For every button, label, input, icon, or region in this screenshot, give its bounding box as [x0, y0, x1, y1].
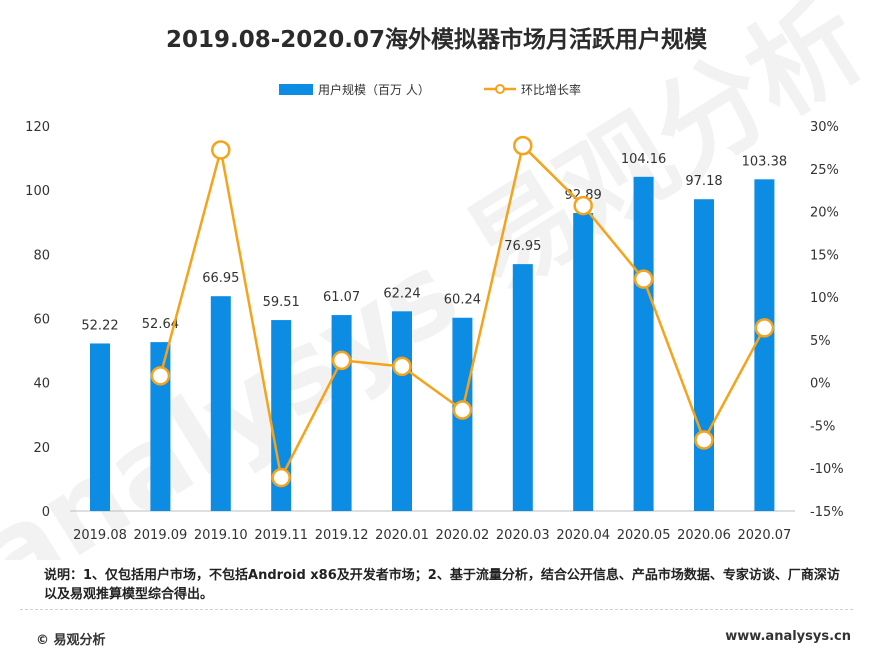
bars: [90, 176, 775, 512]
left-axis-tick: 100: [25, 184, 50, 199]
bar: [573, 212, 594, 512]
bar-value-label: 62.24: [383, 286, 420, 301]
copyright: © 易观分析: [36, 633, 106, 648]
x-axis-tick: 2019.11: [254, 528, 308, 543]
left-axis-tick: 120: [25, 120, 50, 135]
bar: [633, 176, 654, 511]
right-axis-tick: 25%: [810, 163, 839, 178]
x-axis-tick: 2020.05: [617, 528, 671, 543]
bar-value-label: 92.89: [565, 188, 602, 203]
growth-point: [633, 269, 654, 289]
left-axis: 0 20 40 60 80 100 120: [25, 120, 50, 520]
watermark: analysys 易观分析: [0, 0, 873, 560]
growth-point: [513, 135, 533, 156]
right-axis: -15% -10% -5% 0% 5% 10% 15% 20% 25% 30%: [810, 120, 844, 520]
growth-point: [211, 140, 231, 160]
bar: [331, 315, 352, 511]
chart-title: 2019.08-2020.07海外模拟器市场月活跃用户规模: [165, 27, 708, 53]
x-axis-tick: 2020.02: [436, 528, 490, 543]
bar: [210, 296, 231, 511]
x-axis-tick: 2019.10: [194, 528, 248, 543]
x-axis-tick: 2020.01: [375, 528, 429, 543]
bar: [271, 320, 292, 511]
right-axis-tick: 5%: [810, 334, 831, 349]
bar: [90, 343, 110, 511]
bar-value-label: 60.24: [444, 293, 481, 308]
bar: [694, 199, 714, 511]
website-link[interactable]: www.analysys.cn: [725, 629, 851, 644]
x-axis-tick: 2019.09: [134, 528, 188, 543]
bar: [150, 342, 171, 511]
growth-point: [573, 195, 593, 216]
bar-value-label: 76.95: [504, 239, 541, 254]
right-axis-tick: -15%: [810, 505, 844, 520]
bar-value-label: 61.07: [323, 290, 360, 305]
right-axis-tick: 30%: [810, 120, 839, 135]
bar-labels: 52.22 52.64 66.95 59.51 61.07 62.24 60.24 76.95…: [81, 152, 787, 334]
right-axis-tick: -5%: [810, 419, 835, 434]
watermark-text: analysys 易观分析: [0, 0, 873, 560]
x-axis: 2019.08 2019.09 2019.10 2019.11 2019.12 2020.…: [70, 510, 795, 543]
growth-point: [150, 366, 171, 386]
growth-line: [150, 135, 775, 488]
legend: 用户规模（百万 人） 环比增长率: [279, 82, 581, 97]
right-axis-tick: 20%: [810, 206, 839, 221]
growth-point: [331, 350, 352, 371]
right-axis-tick: -10%: [810, 462, 844, 477]
left-axis-tick: 60: [33, 313, 50, 328]
growth-point: [271, 467, 291, 488]
bar-value-label: 97.18: [685, 174, 722, 189]
legend-bar-swatch: [279, 84, 313, 95]
x-axis-tick: 2019.08: [73, 528, 127, 543]
x-axis-tick: 2020.06: [677, 528, 731, 543]
right-axis-tick: 10%: [810, 291, 839, 306]
bar-value-label: 103.38: [742, 154, 788, 169]
x-axis-tick: 2020.04: [556, 528, 610, 543]
x-axis-tick: 2020.03: [496, 528, 550, 543]
bar: [512, 264, 533, 511]
growth-point: [694, 430, 714, 450]
divider: [20, 609, 853, 610]
bar: [392, 311, 412, 511]
legend-line-marker: [495, 84, 505, 94]
bar-value-label: 52.64: [142, 317, 179, 332]
bar-value-label: 52.22: [81, 318, 118, 333]
legend-bar-label: 用户规模（百万 人）: [318, 82, 430, 97]
left-axis-tick: 80: [33, 248, 50, 263]
x-axis-tick: 2019.12: [315, 528, 369, 543]
growth-point: [452, 400, 473, 420]
chart: analysys 易观分析 用户规模（百万 人） 环比增长率 0 20 40 60 80 1…: [0, 0, 873, 560]
bar-value-label: 66.95: [202, 271, 239, 286]
growth-point: [392, 356, 412, 377]
growth-point: [754, 318, 775, 338]
left-axis-tick: 40: [33, 377, 50, 392]
bar: [754, 179, 775, 511]
x-axis-tick: 2020.07: [738, 528, 792, 543]
legend-line-label: 环比增长率: [521, 82, 581, 97]
right-axis-tick: 15%: [810, 248, 839, 263]
bar-value-label: 59.51: [263, 295, 300, 310]
left-axis-tick: 20: [33, 441, 50, 456]
right-axis-tick: 0%: [810, 377, 831, 392]
bar-value-label: 104.16: [621, 152, 667, 167]
left-axis-tick: 0: [42, 505, 50, 520]
chart-note: 说明：1、仅包括用户市场，不包括Android x86及开发者市场；2、基于流量…: [44, 568, 840, 602]
